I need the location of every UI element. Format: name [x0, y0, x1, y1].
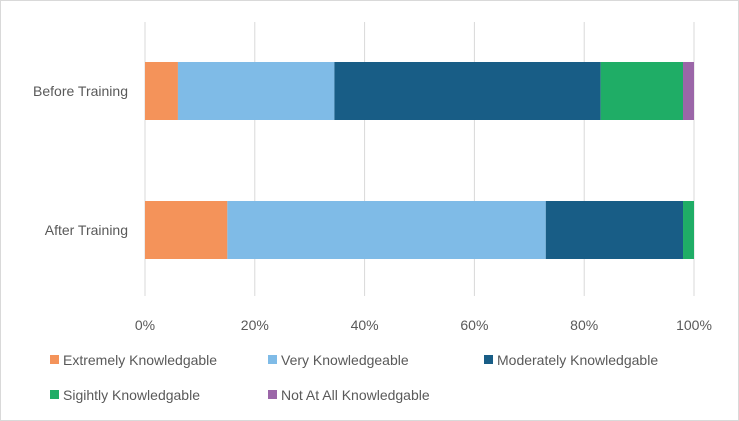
x-tick-label: 100%	[676, 317, 712, 333]
bar-segment	[145, 62, 178, 120]
x-tick-label: 60%	[460, 317, 488, 333]
legend-label: Not At All Knowledgable	[281, 387, 430, 403]
bar-segments	[145, 62, 694, 259]
legend-label: Very Knowledgeable	[281, 352, 409, 368]
legend-label: Sigihtly Knowledgable	[63, 387, 200, 403]
legend-label: Extremely Knowledgable	[63, 352, 217, 368]
bar-segment	[227, 201, 546, 259]
legend-label: Moderately Knowledgable	[497, 352, 658, 368]
bar-segment	[334, 62, 601, 120]
bar-segment	[145, 201, 228, 259]
legend: Extremely Knowledgable Very Knowledgeable…	[50, 352, 658, 403]
category-label: Before Training	[33, 83, 128, 99]
legend-swatch	[268, 355, 277, 364]
x-tick-label: 80%	[570, 317, 598, 333]
category-labels: Before Training After Training	[33, 83, 128, 238]
legend-swatch	[50, 355, 59, 364]
legend-swatch	[268, 390, 277, 399]
x-tick-label: 0%	[135, 317, 155, 333]
bar-segment	[683, 201, 694, 259]
bar-segment	[683, 62, 694, 120]
x-tick-label: 40%	[351, 317, 379, 333]
bar-segment	[600, 62, 684, 120]
bar-segment	[545, 201, 684, 259]
legend-swatch	[484, 355, 493, 364]
legend-swatch	[50, 390, 59, 399]
x-tick-label: 20%	[241, 317, 269, 333]
category-label: After Training	[45, 222, 128, 238]
x-tick-labels: 0% 20% 40% 60% 80% 100%	[135, 317, 712, 333]
bar-segment	[177, 62, 335, 120]
